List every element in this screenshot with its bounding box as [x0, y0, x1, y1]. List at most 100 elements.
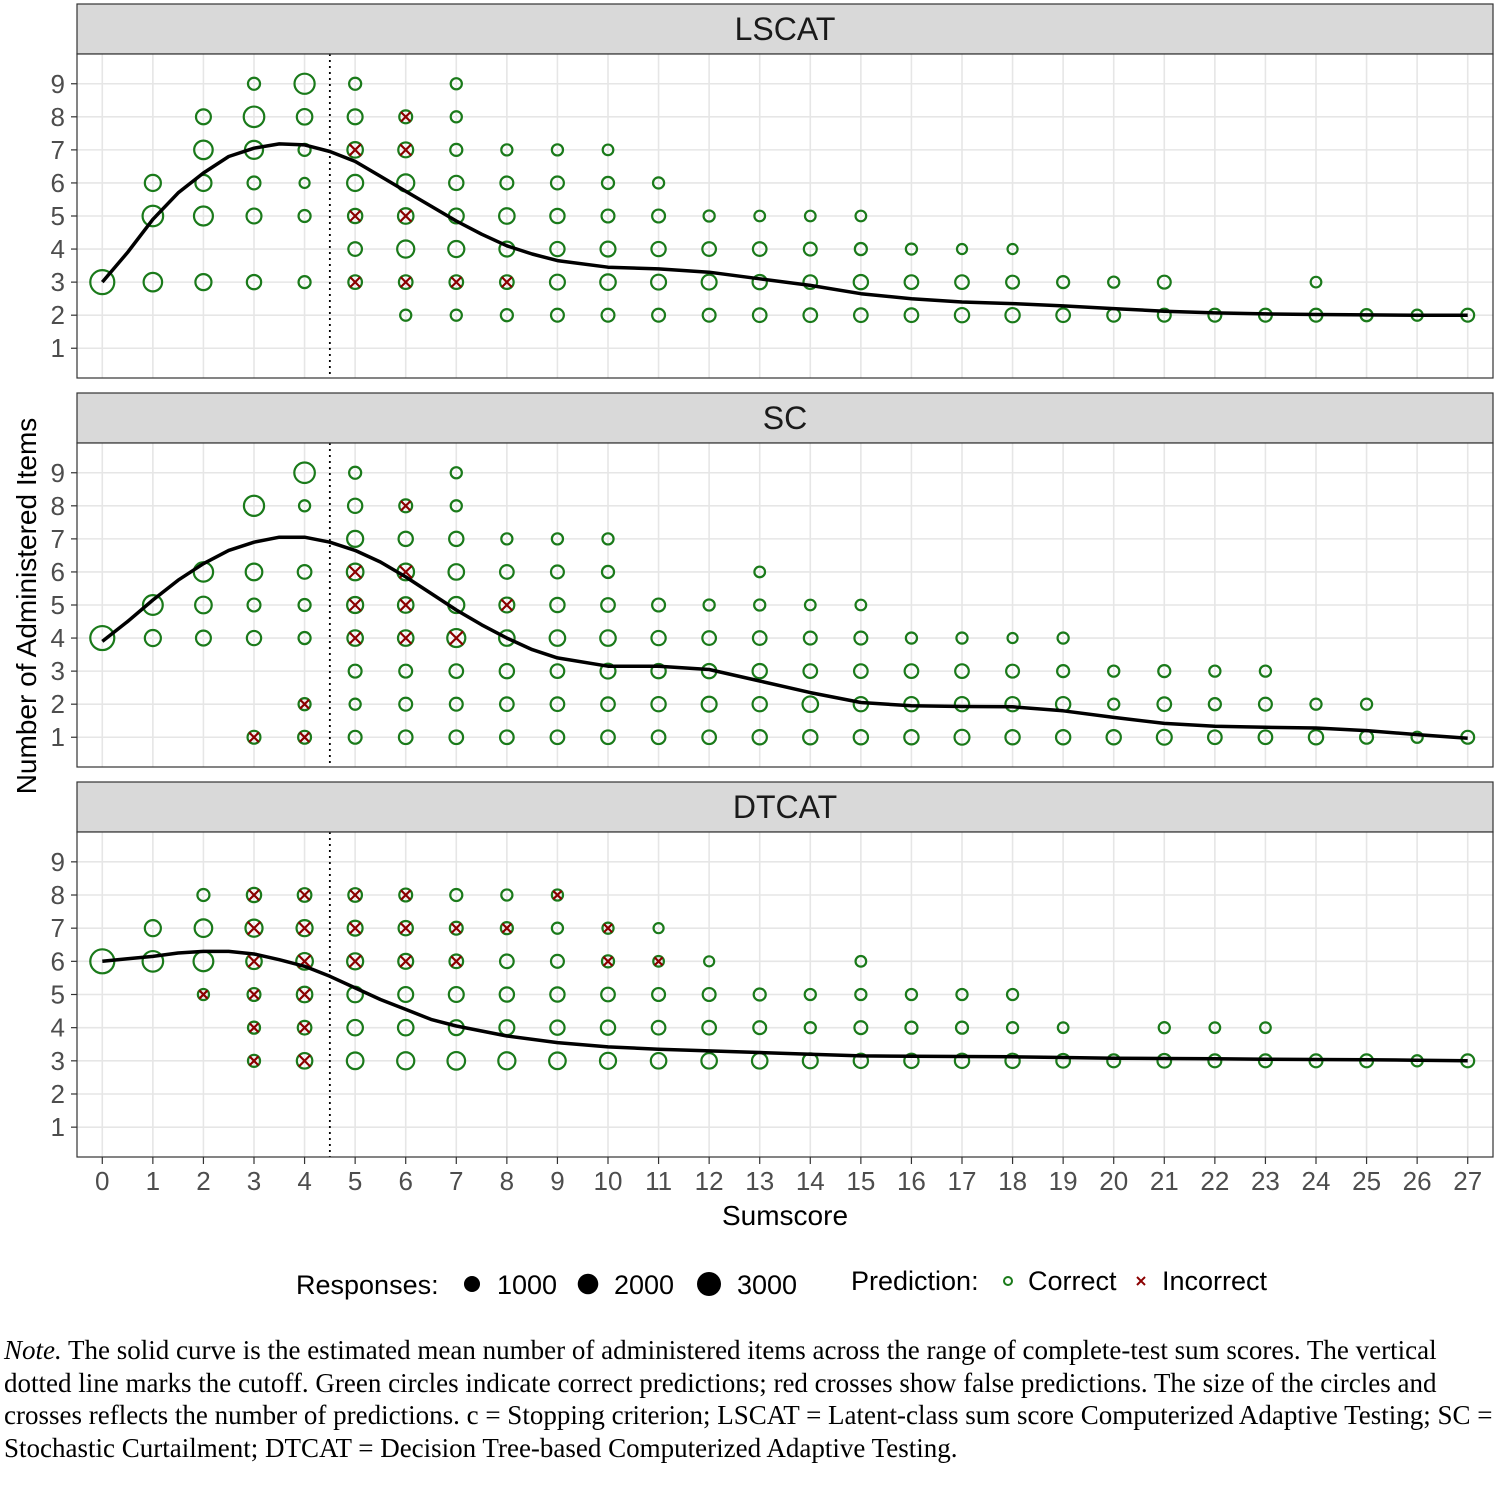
correct-point	[193, 918, 214, 939]
incorrect-point	[246, 920, 262, 936]
incorrect-point	[348, 954, 362, 969]
correct-point	[499, 921, 514, 936]
correct-point	[700, 1051, 718, 1070]
y-tick-label: 6	[51, 946, 65, 976]
correct-point	[348, 76, 363, 91]
correct-point	[1056, 663, 1071, 679]
correct-point	[650, 240, 667, 258]
correct-point	[852, 273, 870, 291]
correct-point	[903, 729, 920, 746]
correct-point	[701, 1019, 718, 1036]
correct-point	[1054, 729, 1072, 746]
y-tick-label: 1	[51, 333, 65, 363]
correct-point	[194, 629, 212, 647]
y-tick-label: 6	[51, 557, 65, 587]
correct-point	[852, 663, 869, 680]
correct-point	[246, 729, 262, 745]
correct-point	[1208, 1021, 1222, 1035]
incorrect-point	[348, 143, 362, 157]
correct-point	[803, 1020, 817, 1035]
correct-point	[751, 662, 768, 680]
correct-point	[397, 919, 414, 937]
correct-point	[194, 272, 213, 292]
correct-point	[802, 729, 819, 746]
x-tick-label: 18	[998, 1166, 1027, 1196]
correct-point	[143, 173, 162, 193]
y-tick-label: 3	[51, 267, 65, 297]
correct-point	[297, 274, 312, 290]
x-tick-label: 22	[1200, 1166, 1229, 1196]
y-tick-label: 9	[51, 847, 65, 877]
correct-point	[347, 274, 364, 291]
correct-point	[498, 207, 516, 225]
correct-point	[447, 239, 466, 259]
y-tick-label: 7	[51, 913, 65, 943]
x-tick-label: 24	[1302, 1166, 1331, 1196]
correct-point	[549, 663, 566, 680]
y-tick-label: 2	[51, 300, 65, 330]
correct-point	[751, 729, 768, 746]
correct-point	[500, 532, 514, 546]
correct-point	[397, 141, 415, 159]
correct-point	[448, 920, 464, 936]
correct-point	[1155, 728, 1173, 746]
y-tick-label: 1	[51, 722, 65, 752]
correct-point	[903, 1052, 920, 1070]
correct-point	[449, 110, 463, 124]
correct-point	[600, 208, 616, 224]
legend-incorrect-label: Incorrect	[1162, 1266, 1268, 1296]
correct-point	[600, 696, 616, 713]
correct-point	[397, 952, 415, 970]
panel-title: LSCAT	[735, 11, 836, 47]
faceted-scatter-chart: LSCAT123456789SC123456789DTCAT1234567890…	[11, 3, 1494, 1300]
incorrect-point	[450, 955, 463, 968]
correct-point	[550, 143, 565, 157]
correct-point	[1004, 1052, 1021, 1070]
y-tick-label: 5	[51, 590, 65, 620]
legend-size-marker	[697, 1272, 721, 1296]
legend-correct-label: Correct	[1028, 1266, 1117, 1296]
correct-point	[1107, 275, 1121, 289]
correct-point	[548, 1051, 567, 1071]
correct-point	[297, 729, 313, 745]
correct-point	[347, 241, 364, 257]
correct-point	[296, 1019, 313, 1036]
correct-point	[246, 986, 262, 1003]
correct-point	[1056, 274, 1071, 290]
y-tick-label: 4	[51, 623, 65, 653]
correct-point	[499, 308, 514, 323]
correct-point	[650, 662, 667, 680]
legend-correct-marker	[1003, 1276, 1013, 1286]
y-tick-label: 6	[51, 168, 65, 198]
correct-point	[598, 1051, 618, 1070]
correct-point	[953, 728, 971, 746]
correct-point	[600, 729, 616, 746]
correct-point	[1207, 697, 1222, 712]
correct-point	[246, 1053, 262, 1068]
incorrect-point	[602, 956, 614, 967]
x-tick-label: 21	[1150, 1166, 1179, 1196]
correct-point	[649, 1051, 668, 1070]
correct-point	[297, 208, 312, 224]
x-tick-label: 14	[796, 1166, 825, 1196]
correct-point	[548, 273, 566, 291]
incorrect-point	[400, 889, 412, 901]
correct-point	[498, 953, 515, 970]
correct-point	[854, 598, 868, 612]
correct-point	[449, 142, 464, 158]
correct-point	[449, 887, 464, 903]
x-tick-label: 16	[897, 1166, 926, 1196]
incorrect-point	[198, 989, 209, 1000]
correct-point	[852, 1052, 870, 1070]
correct-point	[396, 596, 415, 614]
correct-point	[246, 76, 262, 91]
correct-point	[650, 273, 668, 291]
correct-point	[904, 631, 919, 645]
incorrect-point	[399, 631, 413, 645]
correct-point	[345, 562, 365, 582]
incorrect-point	[450, 276, 463, 289]
correct-point	[954, 663, 970, 680]
correct-point	[801, 695, 820, 714]
y-tick-label: 3	[51, 1046, 65, 1076]
correct-point	[500, 888, 514, 902]
